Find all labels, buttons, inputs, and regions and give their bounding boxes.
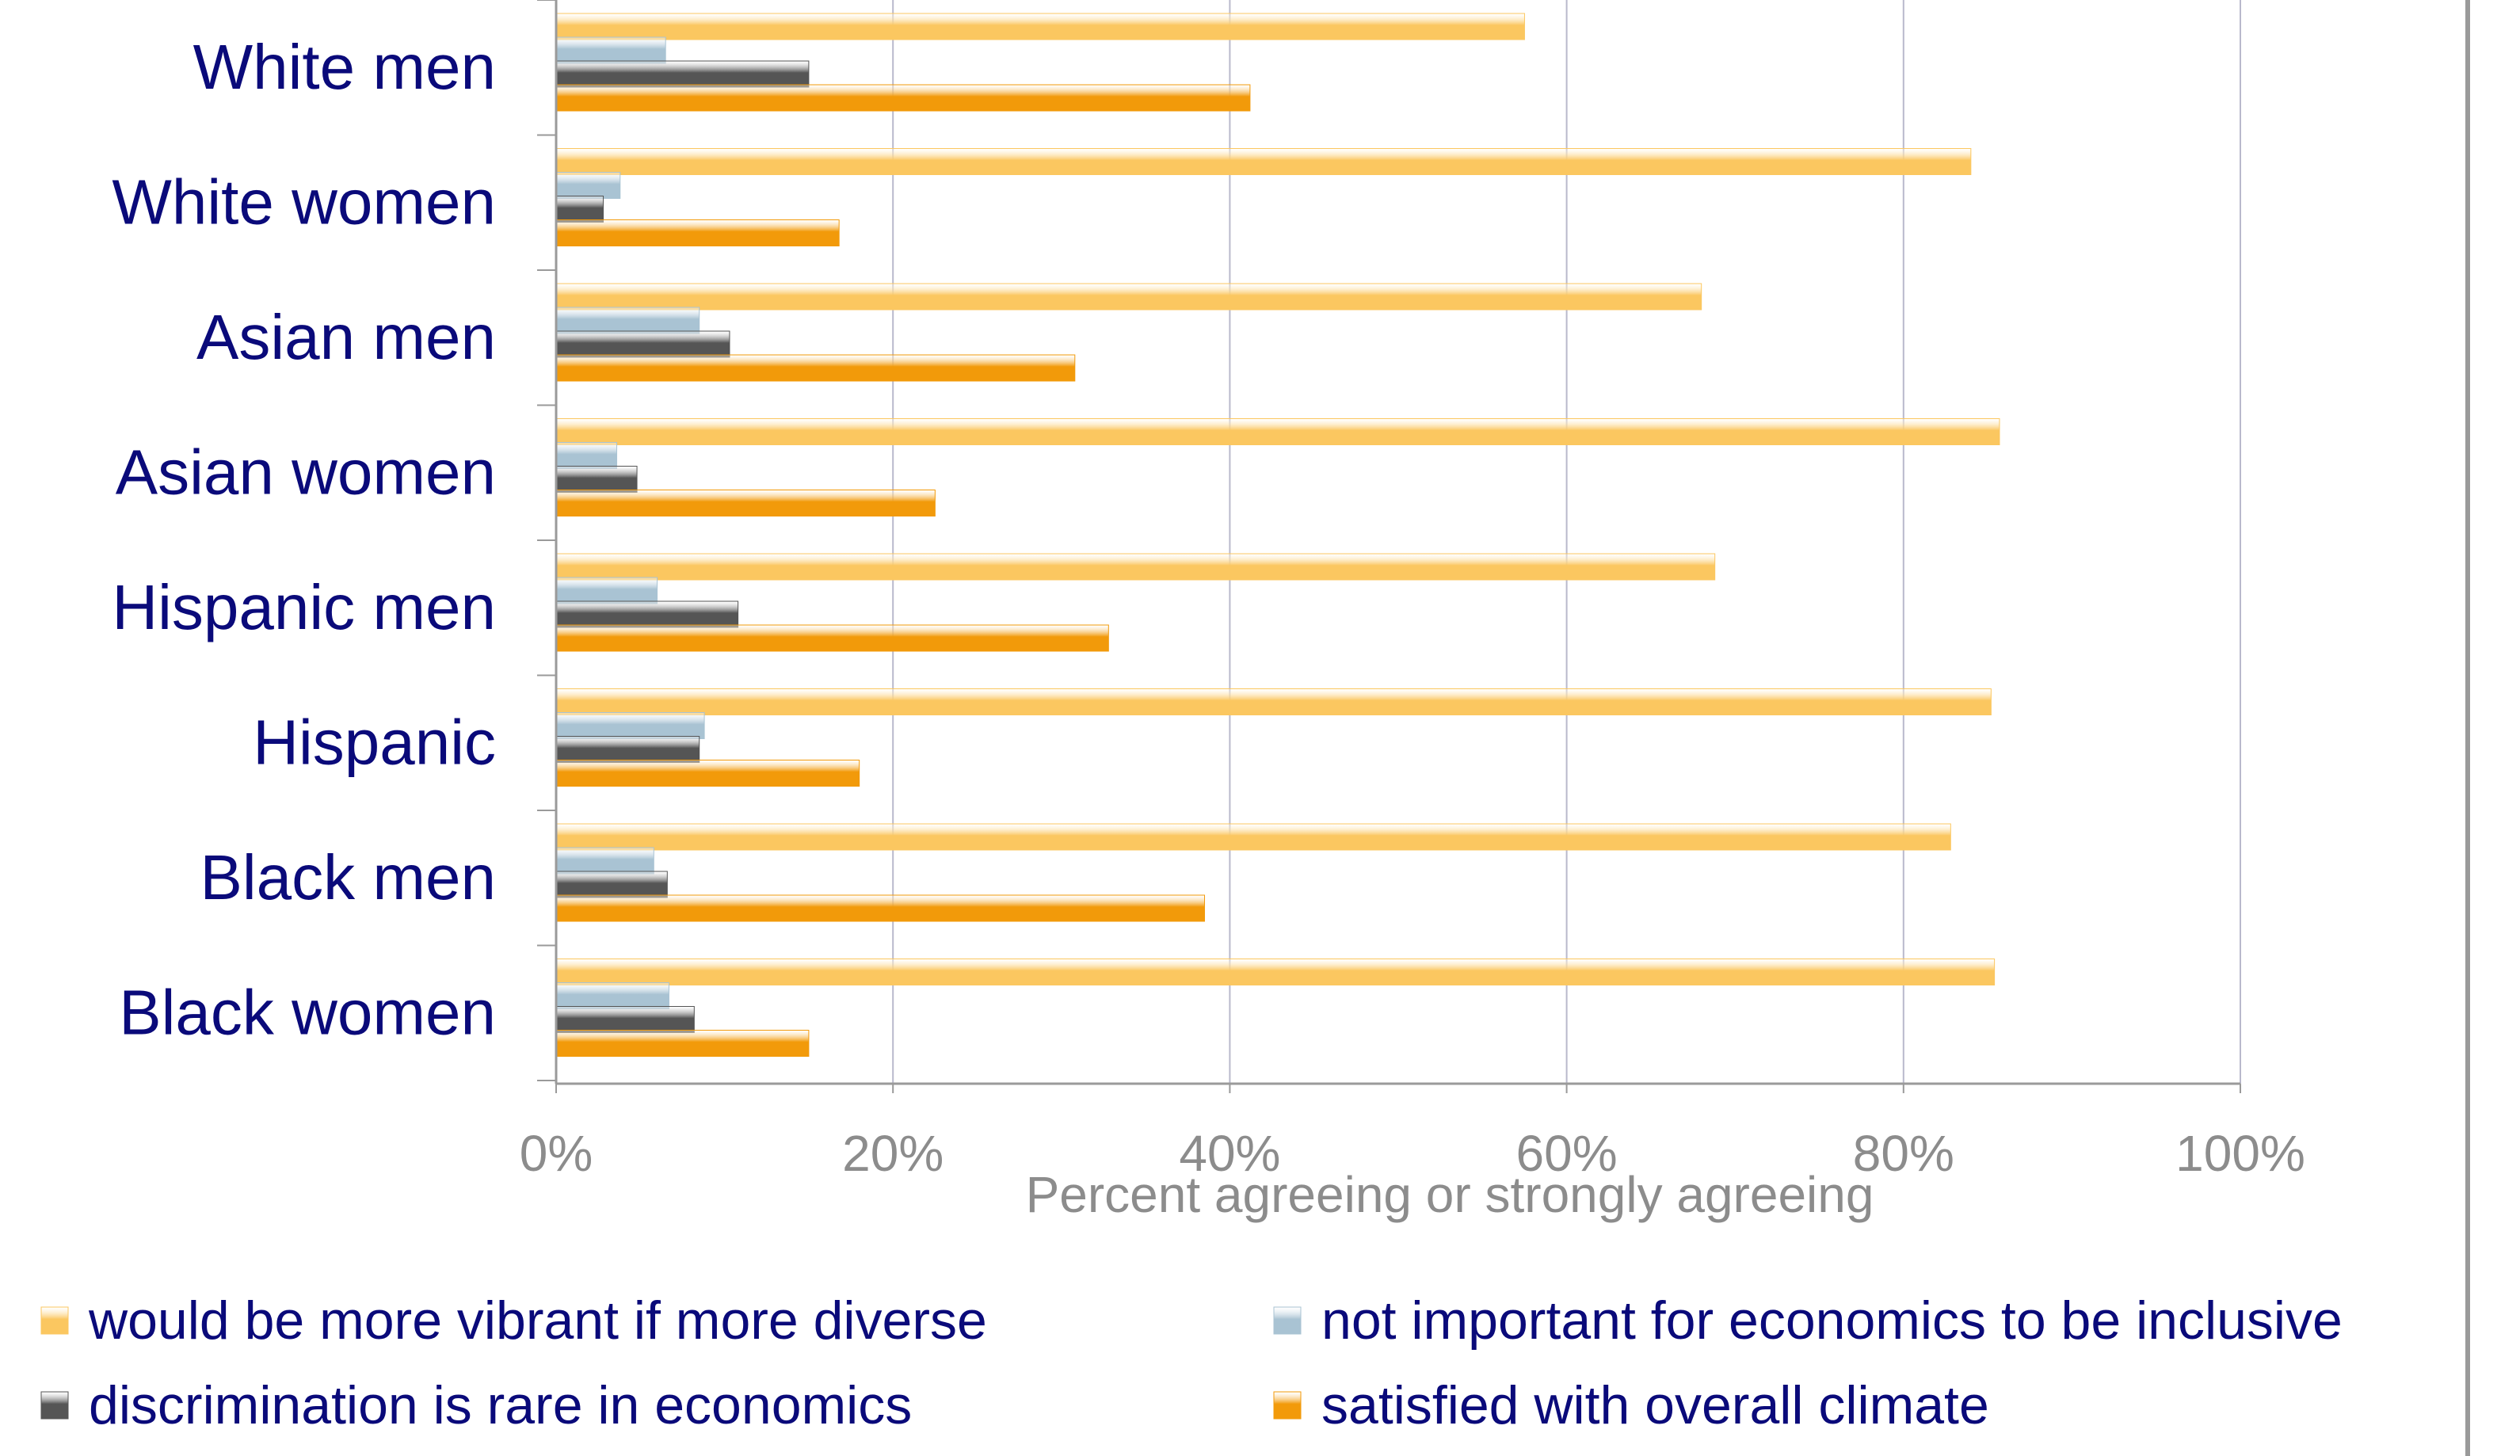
- bar-white-men-not-important-for-economics-to-be-inclusive: [555, 36, 666, 64]
- bar-black-men-would-be-more-vibrant-if-more-diverse: [555, 823, 1951, 851]
- x-axis-title: Percent agreeing or strongly agreeing: [1026, 1166, 1874, 1223]
- legend: would be more vibrant if more diverse not…: [40, 1290, 2343, 1435]
- category-labels: White men White women Asian men Asian women…: [112, 32, 496, 1048]
- category-label: Black women: [119, 978, 496, 1048]
- legend-label: would be more vibrant if more diverse: [88, 1290, 987, 1351]
- bar-hispanic-men-satisfied-with-overall-climate: [555, 624, 1109, 652]
- bar-black-women-not-important-for-economics-to-be-inclusive: [555, 982, 669, 1009]
- bar-black-women-discrimination-is-rare-in-economics: [555, 1006, 695, 1033]
- bar-white-women-not-important-for-economics-to-be-inclusive: [555, 172, 621, 199]
- x-tick-label: 0%: [520, 1125, 593, 1182]
- category-label: Asian men: [196, 302, 496, 372]
- category-label: Hispanic: [253, 707, 496, 778]
- legend-label: not important for economics to be inclus…: [1321, 1290, 2343, 1351]
- bar-hispanic-discrimination-is-rare-in-economics: [555, 736, 700, 763]
- bar-hispanic-satisfied-with-overall-climate: [555, 760, 860, 787]
- x-tick-label: 40%: [1179, 1125, 1280, 1182]
- category-label: White men: [193, 32, 496, 102]
- bar-black-men-satisfied-with-overall-climate: [555, 894, 1206, 922]
- category-label: Asian women: [116, 437, 496, 508]
- bar-white-women-would-be-more-vibrant-if-more-diverse: [555, 148, 1972, 175]
- legend-label: discrimination is rare in economics: [89, 1375, 912, 1435]
- bar-white-men-would-be-more-vibrant-if-more-diverse: [555, 13, 1525, 40]
- bar-white-women-satisfied-with-overall-climate: [555, 219, 840, 246]
- x-tick-label: 100%: [2175, 1125, 2305, 1182]
- x-tick-label: 60%: [1516, 1125, 1618, 1182]
- legend-swatch: [1273, 1391, 1302, 1420]
- bar-black-women-satisfied-with-overall-climate: [555, 1030, 810, 1057]
- bar-asian-men-not-important-for-economics-to-be-inclusive: [555, 307, 700, 334]
- bar-asian-women-discrimination-is-rare-in-economics: [555, 466, 638, 493]
- bar-white-men-satisfied-with-overall-climate: [555, 84, 1251, 112]
- bar-asian-women-would-be-more-vibrant-if-more-diverse: [555, 418, 2000, 445]
- bar-black-men-not-important-for-economics-to-be-inclusive: [555, 847, 654, 875]
- legend-swatch: [40, 1391, 69, 1420]
- legend-swatch: [1273, 1306, 1302, 1335]
- bars: [555, 13, 2000, 1057]
- bar-asian-men-satisfied-with-overall-climate: [555, 354, 1076, 382]
- x-tick-label: 20%: [842, 1125, 944, 1182]
- legend-label: satisfied with overall climate: [1321, 1375, 1989, 1435]
- category-label: Hispanic men: [112, 572, 496, 642]
- bar-asian-men-discrimination-is-rare-in-economics: [555, 330, 730, 358]
- bar-asian-men-would-be-more-vibrant-if-more-diverse: [555, 283, 1702, 311]
- category-label: White women: [112, 167, 496, 238]
- bar-asian-women-satisfied-with-overall-climate: [555, 490, 936, 516]
- bar-white-women-discrimination-is-rare-in-economics: [555, 196, 604, 223]
- bar-asian-women-not-important-for-economics-to-be-inclusive: [555, 442, 618, 469]
- bar-hispanic-men-not-important-for-economics-to-be-inclusive: [555, 577, 658, 604]
- bar-white-men-discrimination-is-rare-in-economics: [555, 60, 810, 88]
- bar-hispanic-men-would-be-more-vibrant-if-more-diverse: [555, 553, 1716, 581]
- category-label: Black men: [200, 842, 496, 913]
- bar-black-women-would-be-more-vibrant-if-more-diverse: [555, 959, 1996, 985]
- bar-black-men-discrimination-is-rare-in-economics: [555, 871, 668, 898]
- axes: [537, 0, 2240, 1085]
- bar-hispanic-not-important-for-economics-to-be-inclusive: [555, 712, 705, 739]
- x-tick-label: 80%: [1853, 1125, 1954, 1182]
- bar-hispanic-men-discrimination-is-rare-in-economics: [555, 600, 739, 628]
- bar-hispanic-would-be-more-vibrant-if-more-diverse: [555, 688, 1992, 715]
- x-tick-labels: 0% 20% 40% 60% 80% 100%: [520, 1125, 2305, 1182]
- legend-swatch: [40, 1306, 69, 1335]
